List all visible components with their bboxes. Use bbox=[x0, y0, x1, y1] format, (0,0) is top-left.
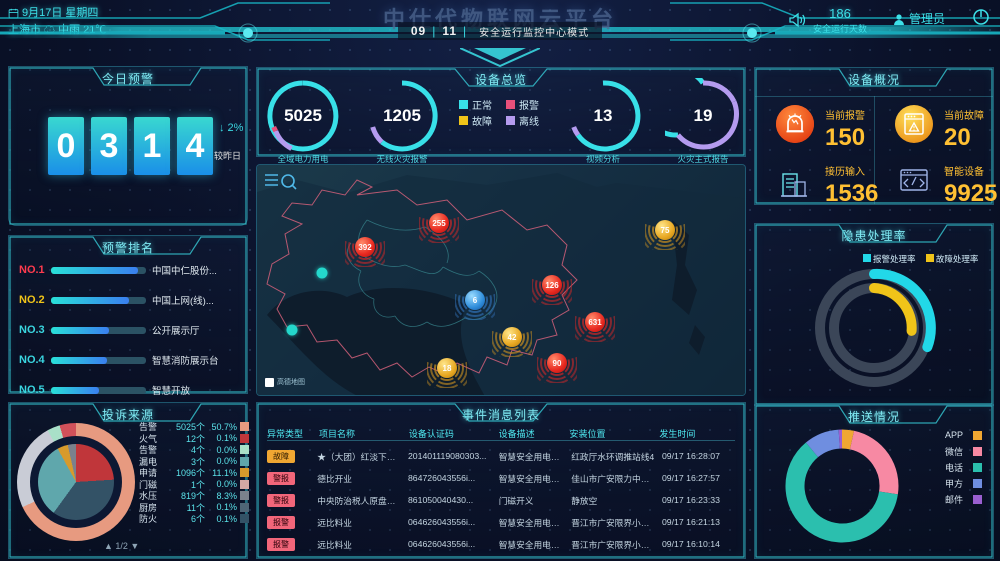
svg-text:1205: 1205 bbox=[383, 106, 421, 125]
svg-text:5025: 5025 bbox=[284, 106, 322, 125]
svg-text:19: 19 bbox=[694, 106, 713, 125]
svg-text:13: 13 bbox=[594, 106, 613, 125]
